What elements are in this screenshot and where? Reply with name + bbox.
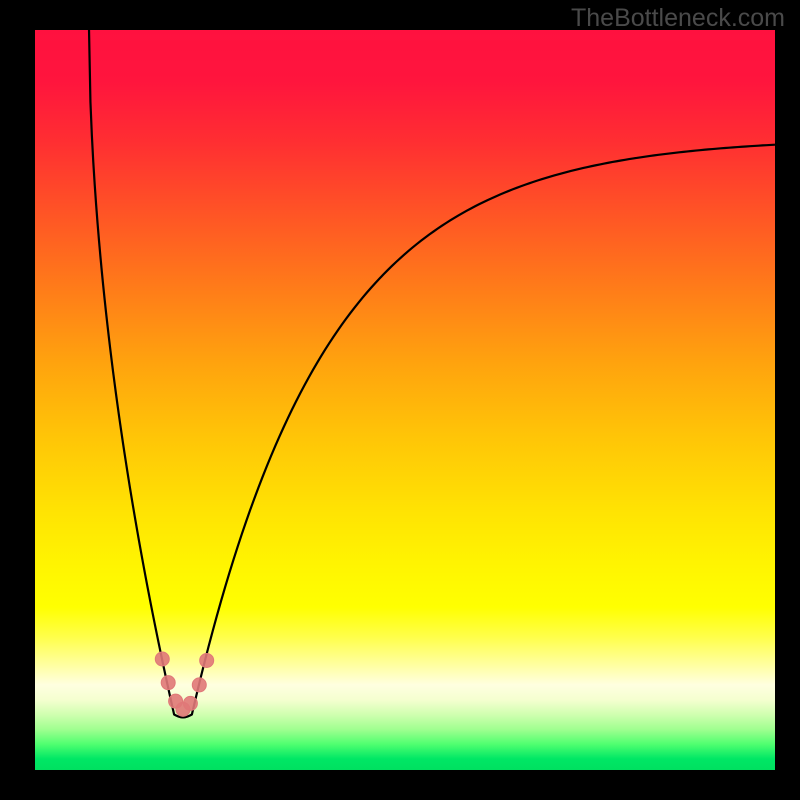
dip-marker: [200, 653, 214, 667]
dip-marker: [161, 676, 175, 690]
dip-marker: [155, 652, 169, 666]
chart-frame: TheBottleneck.com: [0, 0, 800, 800]
gradient-background: [35, 30, 775, 770]
plot-area: [35, 30, 775, 770]
dip-marker: [192, 678, 206, 692]
watermark-text: TheBottleneck.com: [571, 4, 785, 33]
plot-svg: [35, 30, 775, 770]
dip-marker: [183, 696, 197, 710]
